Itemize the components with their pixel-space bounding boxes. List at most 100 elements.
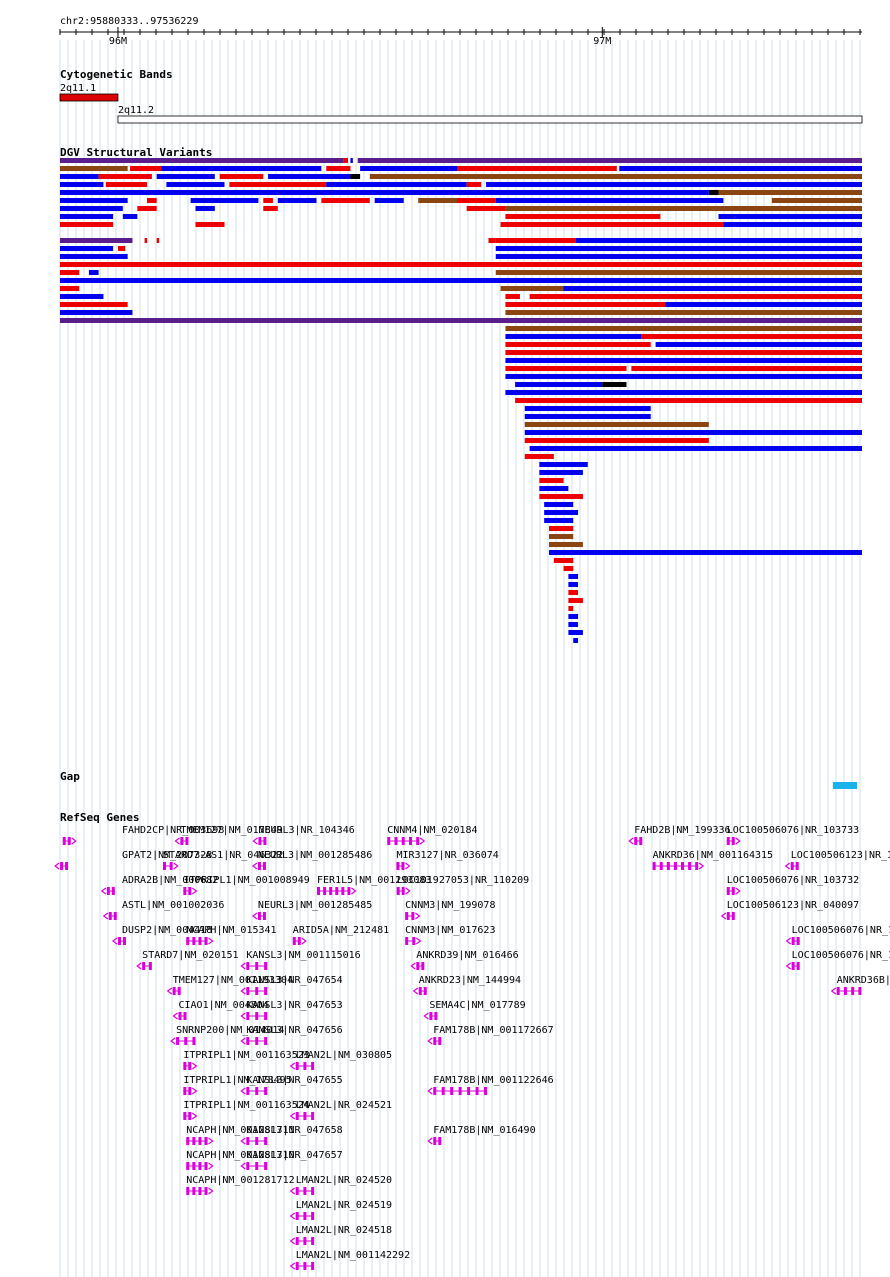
gene-exon[interactable] xyxy=(246,1162,250,1170)
gene-exon[interactable] xyxy=(416,837,420,845)
dgv-variant-loss[interactable] xyxy=(505,294,520,299)
gene-exon[interactable] xyxy=(204,1187,208,1195)
gene-exon[interactable] xyxy=(836,987,840,995)
dgv-variant-loss[interactable] xyxy=(60,270,80,275)
dgv-variant-gain[interactable] xyxy=(190,198,259,203)
gene-exon[interactable] xyxy=(185,837,189,845)
dgv-variant-loss[interactable] xyxy=(539,494,583,499)
dgv-variant-loss[interactable] xyxy=(505,302,666,307)
gene-exon[interactable] xyxy=(396,862,400,870)
gene-exon[interactable] xyxy=(178,1012,182,1020)
gene-exon[interactable] xyxy=(184,1037,188,1045)
dgv-variant-loss[interactable] xyxy=(456,198,496,203)
gene-exon[interactable] xyxy=(303,1262,307,1270)
gene-exon[interactable] xyxy=(303,1062,307,1070)
gene-exon[interactable] xyxy=(666,862,670,870)
gene-exon[interactable] xyxy=(122,937,126,945)
dgv-variant-loss[interactable] xyxy=(553,558,574,563)
dgv-variant-loss[interactable] xyxy=(568,598,583,603)
gene-exon[interactable] xyxy=(467,1087,471,1095)
refseq-track[interactable]: RefSeq Genes FAHD2CP|NR_003698TMEM127|NM… xyxy=(54,811,890,1270)
gene-exon[interactable] xyxy=(198,1162,202,1170)
dgv-variant-gain[interactable] xyxy=(277,198,317,203)
dgv-variant-loss[interactable] xyxy=(156,238,160,243)
dgv-variant-gain[interactable] xyxy=(524,406,651,411)
gene-exon[interactable] xyxy=(186,937,190,945)
dgv-variant-loss[interactable] xyxy=(539,478,564,483)
dgv-variant-gain[interactable] xyxy=(505,390,862,395)
gene-exon[interactable] xyxy=(292,937,296,945)
gene-exon[interactable] xyxy=(858,987,862,995)
gene-exon[interactable] xyxy=(329,887,333,895)
gene-exon[interactable] xyxy=(108,912,112,920)
dgv-variant-loss[interactable] xyxy=(130,166,162,171)
gene-exon[interactable] xyxy=(311,1237,315,1245)
dgv-variant-inversion[interactable] xyxy=(60,238,133,243)
gene-exon[interactable] xyxy=(411,912,415,920)
dgv-variant-gain[interactable] xyxy=(60,174,99,179)
dgv-variant-gain[interactable] xyxy=(60,190,709,195)
dgv-variant-gain[interactable] xyxy=(568,582,579,587)
gene-exon[interactable] xyxy=(192,1037,196,1045)
gene-exon[interactable] xyxy=(311,1112,315,1120)
cytoband-track[interactable]: Cytogenetic Bands 2q11.1 2q11.2 xyxy=(59,68,863,124)
gene-exon[interactable] xyxy=(652,862,656,870)
gene-exon[interactable] xyxy=(246,1037,250,1045)
gene-exon[interactable] xyxy=(255,962,259,970)
gene-exon[interactable] xyxy=(791,962,795,970)
dgv-variant-loss[interactable] xyxy=(641,334,862,339)
gene-exon[interactable] xyxy=(186,1162,190,1170)
dgv-variant-both[interactable] xyxy=(549,534,574,539)
gene-exon[interactable] xyxy=(317,887,321,895)
gene-exon[interactable] xyxy=(295,1112,299,1120)
gene-exon[interactable] xyxy=(188,1087,192,1095)
gene-exon[interactable] xyxy=(255,1012,259,1020)
dgv-variant-loss[interactable] xyxy=(60,262,862,267)
gene-exon[interactable] xyxy=(731,912,735,920)
dgv-variant-gain[interactable] xyxy=(575,238,862,243)
dgv-variant-inversion[interactable] xyxy=(357,158,862,163)
dgv-variant-gain[interactable] xyxy=(568,622,579,627)
gap-track[interactable]: Gap xyxy=(60,770,858,789)
gene-exon[interactable] xyxy=(264,1087,268,1095)
gene-exon[interactable] xyxy=(731,837,735,845)
gene-exon[interactable] xyxy=(688,862,692,870)
gene-exon[interactable] xyxy=(303,1212,307,1220)
dgv-variant-both[interactable] xyxy=(505,310,862,315)
gene-exon[interactable] xyxy=(843,987,847,995)
dgv-variant-gain[interactable] xyxy=(495,254,862,259)
gene-exon[interactable] xyxy=(405,937,409,945)
gene-exon[interactable] xyxy=(796,937,800,945)
gene-exon[interactable] xyxy=(257,862,261,870)
dgv-variant-gain[interactable] xyxy=(350,158,353,163)
gene-exon[interactable] xyxy=(262,862,266,870)
gene-exon[interactable] xyxy=(198,1187,202,1195)
dgv-variant-loss[interactable] xyxy=(137,206,157,211)
gene-exon[interactable] xyxy=(204,937,208,945)
dgv-variant-loss[interactable] xyxy=(505,350,862,355)
dgv-variant-gain[interactable] xyxy=(529,446,862,451)
gene-exon[interactable] xyxy=(412,937,416,945)
gene-exon[interactable] xyxy=(142,962,146,970)
dgv-variant-loss[interactable] xyxy=(263,198,273,203)
dgv-variant-loss[interactable] xyxy=(568,606,574,611)
gene-exon[interactable] xyxy=(106,887,110,895)
dgv-variant-loss[interactable] xyxy=(563,566,574,571)
gene-exon[interactable] xyxy=(303,1112,307,1120)
gene-exon[interactable] xyxy=(204,1137,208,1145)
gene-exon[interactable] xyxy=(183,1012,187,1020)
gene-exon[interactable] xyxy=(323,887,327,895)
gene-exon[interactable] xyxy=(246,962,250,970)
dgv-variant-gain[interactable] xyxy=(88,270,99,275)
gene-exon[interactable] xyxy=(246,987,250,995)
dgv-variant-loss[interactable] xyxy=(524,454,554,459)
gene-exon[interactable] xyxy=(111,887,115,895)
gene-exon[interactable] xyxy=(186,1137,190,1145)
gene-exon[interactable] xyxy=(726,837,730,845)
dgv-variant-gain[interactable] xyxy=(326,182,467,187)
dgv-variant-gain[interactable] xyxy=(60,294,104,299)
dgv-variant-gain[interactable] xyxy=(563,286,862,291)
dgv-variant-both[interactable] xyxy=(505,326,862,331)
dgv-variant-gain[interactable] xyxy=(60,278,862,283)
gene-exon[interactable] xyxy=(264,1012,268,1020)
